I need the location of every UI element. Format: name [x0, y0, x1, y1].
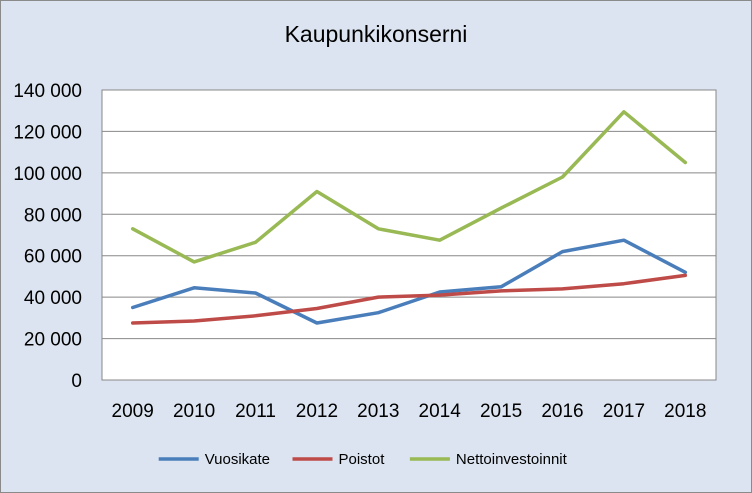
x-tick-label: 2013	[357, 401, 399, 422]
series-lines	[130, 110, 688, 325]
series-line-poistot	[130, 273, 688, 325]
x-tick-label: 2014	[419, 401, 462, 422]
x-tick-label: 2009	[112, 401, 154, 422]
y-tick-label: 120 000	[13, 122, 82, 143]
series-line-vuosikate	[130, 238, 688, 325]
y-tick-label: 0	[71, 371, 82, 392]
legend-label: Vuosikate	[205, 451, 270, 468]
y-tick-label: 140 000	[13, 81, 82, 102]
y-tick-label: 20 000	[24, 330, 82, 351]
chart-title: Kaupunkikonserni	[284, 21, 468, 47]
y-tick-label: 100 000	[13, 164, 82, 185]
legend-label: Poistot	[339, 451, 386, 468]
x-tick-label: 2015	[480, 401, 522, 422]
y-tick-label: 80 000	[24, 205, 82, 226]
x-tick-label: 2017	[603, 401, 645, 422]
legend-label: Nettoinvestoinnit	[456, 451, 568, 468]
series-line-nettoinvestoinnit	[130, 110, 688, 264]
x-tick-label: 2011	[235, 401, 276, 422]
x-tick-label: 2018	[664, 401, 706, 422]
y-tick-label: 60 000	[24, 247, 82, 268]
legend: Vuosikate Poistot Nettoinvestoinnit	[158, 451, 568, 468]
x-tick-label: 2016	[541, 401, 583, 422]
x-tick-label: 2010	[173, 401, 215, 422]
y-tick-label: 40 000	[24, 288, 82, 309]
x-tick-label: 2012	[296, 401, 338, 422]
axes: 0 20 000 40 000 60 000 80 000 100 000 120 000 1…	[13, 81, 717, 422]
